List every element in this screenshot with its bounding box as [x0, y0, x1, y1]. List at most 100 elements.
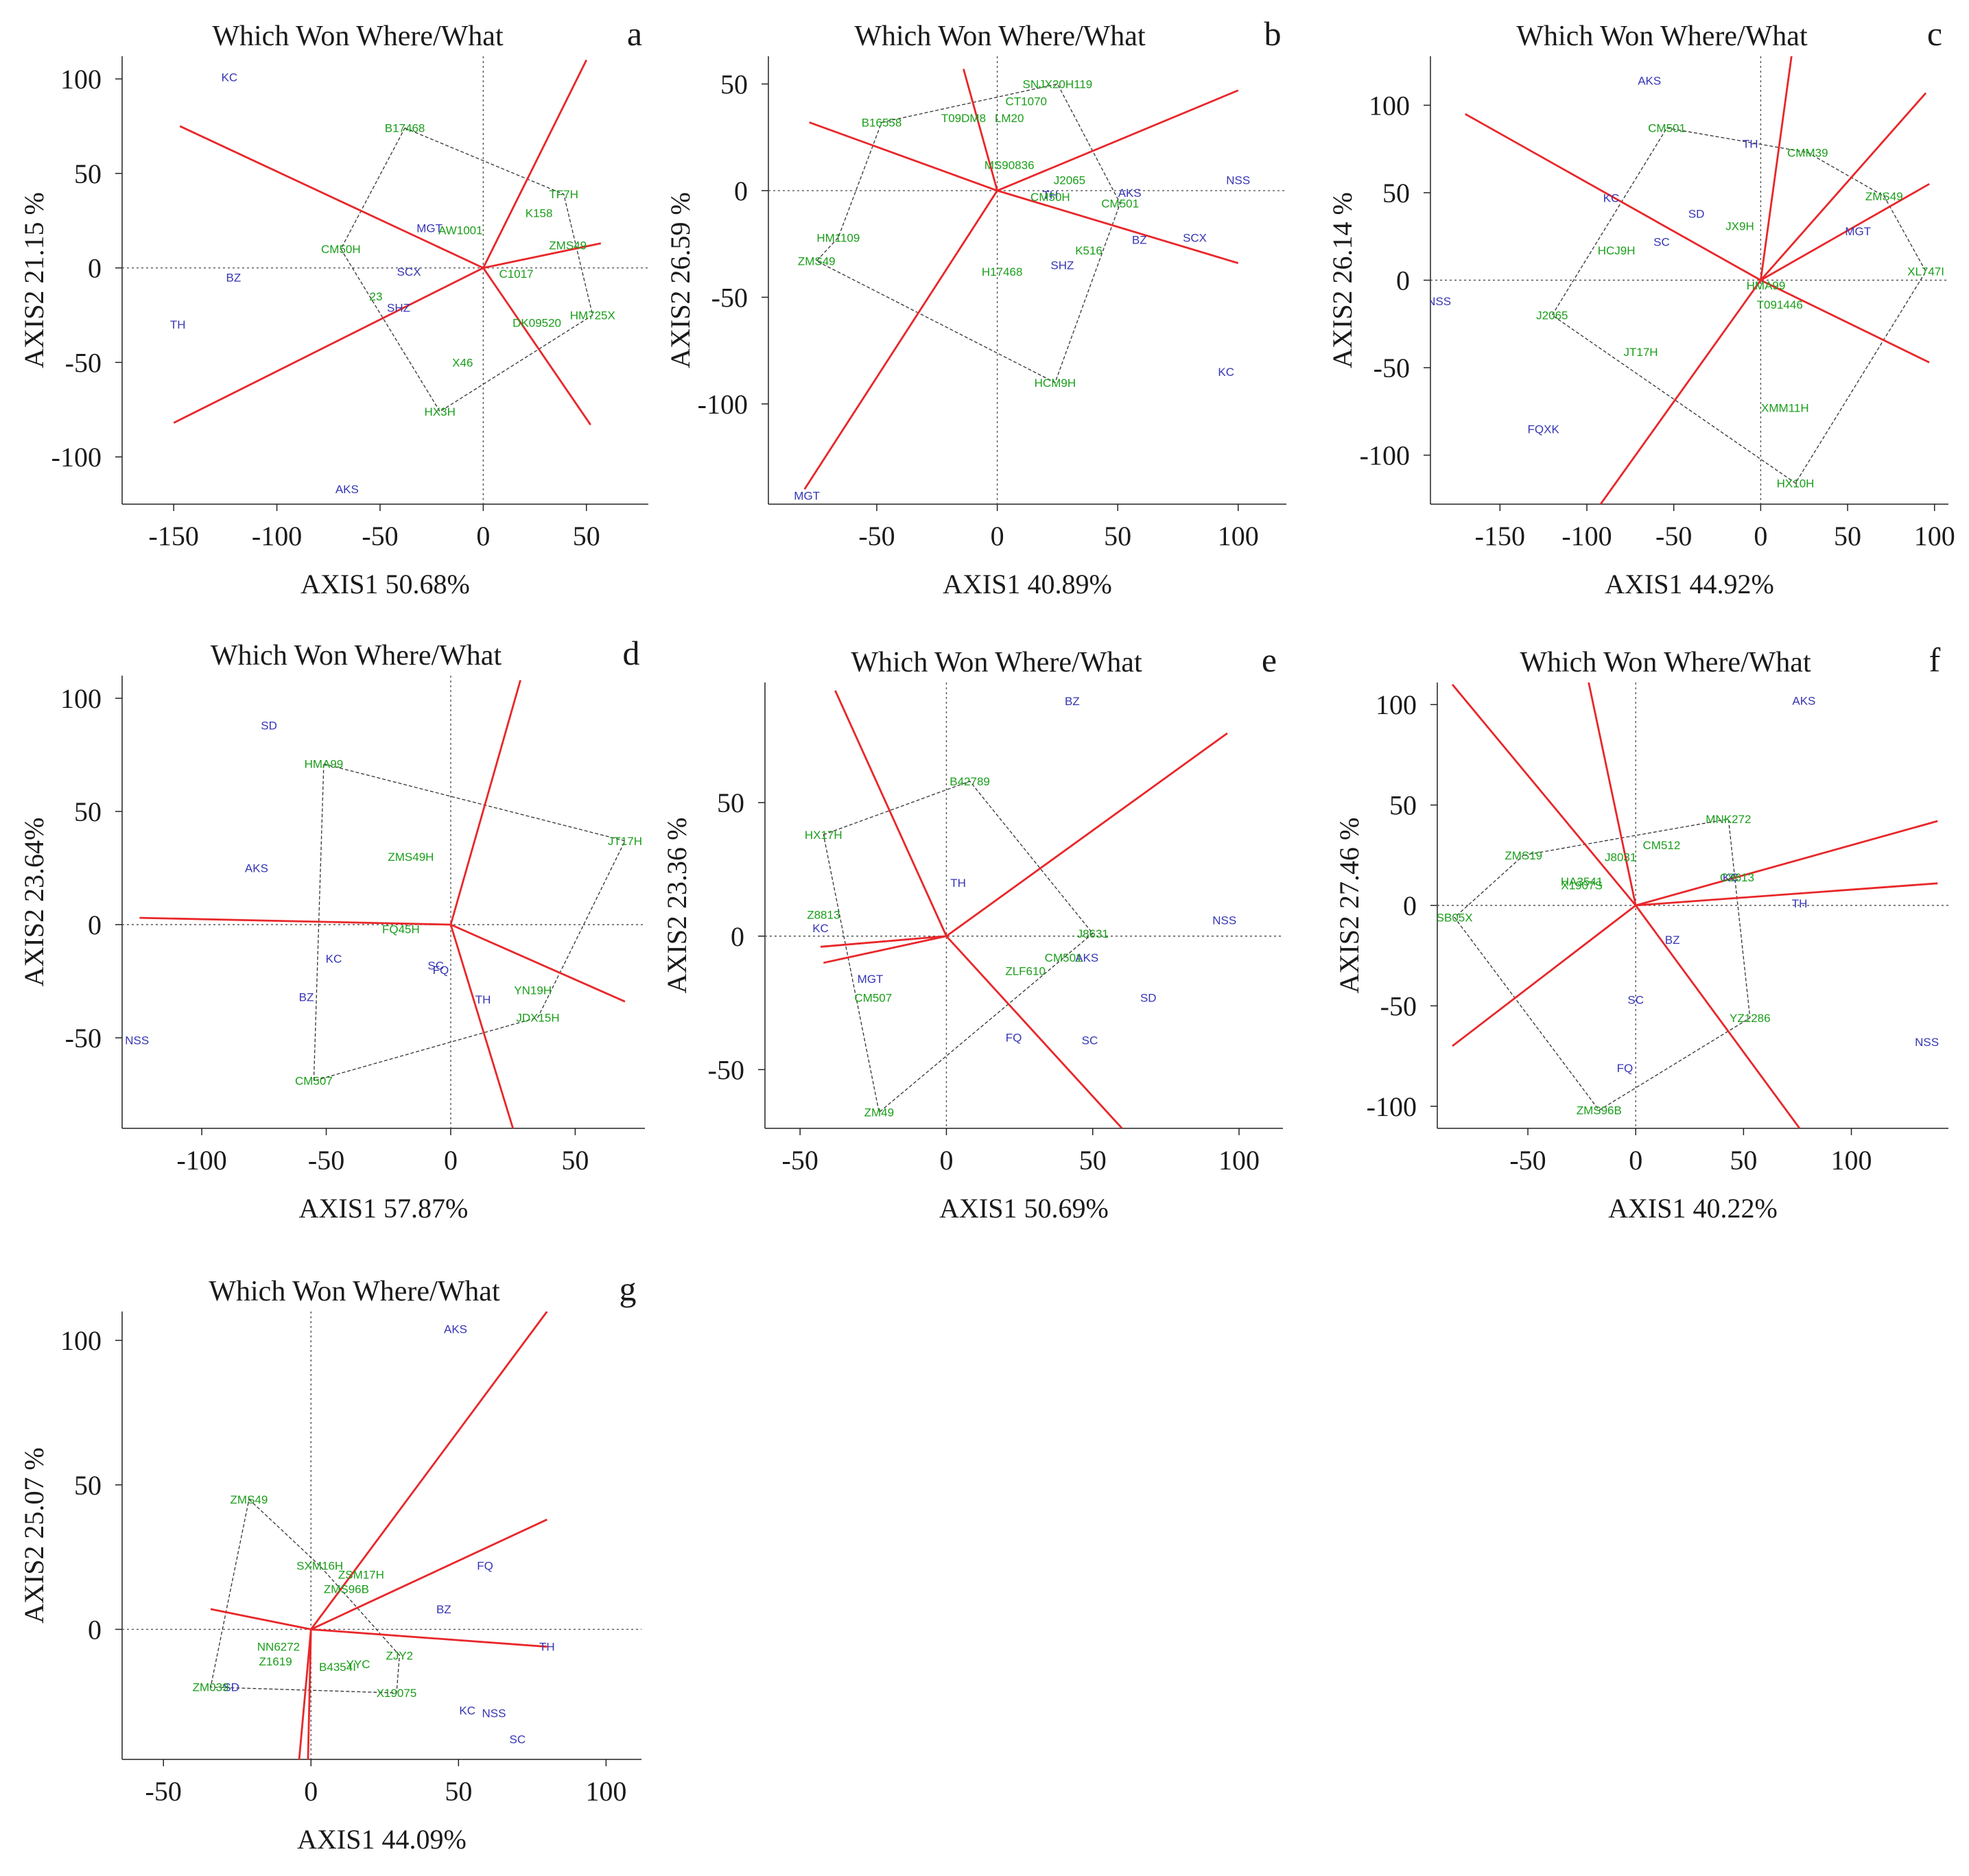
panel-letter: g: [620, 1270, 637, 1308]
genotype-label: HCJ9H: [1598, 244, 1636, 257]
environment-label: TH: [1043, 189, 1059, 202]
genotype-label: X46: [452, 356, 473, 369]
sector-ray: [1599, 279, 1762, 504]
environment-label: BZ: [299, 991, 314, 1004]
environment-label: SC: [1653, 235, 1670, 248]
environment-label: TH: [950, 877, 966, 890]
environment-label: FQ: [1006, 1032, 1022, 1045]
panel-letter: c: [1927, 14, 1942, 53]
panel-letter: d: [623, 634, 640, 672]
x-tick-label: 100: [1831, 1145, 1872, 1176]
genotype-label: ZMS49H: [388, 851, 434, 864]
genotype-label: HX17H: [805, 829, 842, 842]
genotype-label: C1017: [499, 268, 533, 281]
environment-label: TH: [1792, 897, 1808, 910]
plot-area: AKS KC TH BZ SC FQ NSS MNK272 CM512 ZMS19 J8031HA3…: [1437, 682, 1948, 1128]
y-tick-label: -50: [65, 1023, 102, 1054]
y-tick-label: 50: [1382, 178, 1410, 209]
sector-ray: [809, 121, 998, 192]
x-tick-label: -100: [1561, 521, 1612, 551]
sector-ray: [820, 935, 947, 948]
genotype-label: FQ45H: [382, 923, 420, 936]
genotype-label: ZMS96B: [324, 1582, 369, 1595]
x-tick-label: -50: [362, 521, 398, 551]
y-tick-label: 0: [88, 1614, 102, 1645]
y-tick-label: -50: [1373, 353, 1410, 383]
x-tick-label: 0: [991, 521, 1004, 551]
panel-letter: b: [1264, 14, 1282, 53]
genotype-label: YYC: [346, 1658, 370, 1671]
genotype-label: Z8813: [807, 909, 840, 922]
genotype-label: J2065: [1054, 174, 1085, 187]
genotype-label: HM1109: [816, 231, 860, 244]
y-tick-label: -50: [1380, 990, 1417, 1021]
panel-c: Which Won Where/What c -150 -100 -50 0 50 100 -1…: [1327, 14, 1955, 599]
environment-label: SD: [261, 720, 277, 733]
y-tick-label: -100: [1360, 440, 1410, 471]
genotype-label: Z1619: [259, 1655, 292, 1668]
environment-label: MGT: [794, 490, 820, 503]
environment-label: FQ: [1617, 1062, 1634, 1075]
genotype-label: 23: [370, 290, 383, 303]
y-axis-title: AXIS2 26.14 %: [1327, 192, 1358, 368]
panel-title: Which Won Where/What: [1520, 647, 1811, 678]
x-tick-label: 100: [1914, 521, 1955, 551]
genotype-label: CM501: [1101, 198, 1139, 211]
environment-label: BZ: [1665, 934, 1680, 947]
sector-ray: [945, 935, 1123, 1128]
sector-ray: [1759, 56, 1793, 281]
y-tick-label: 100: [1369, 90, 1410, 121]
genotype-label: YN19H: [514, 984, 552, 997]
genotype-label: B16558: [862, 116, 902, 129]
genotype-label: CMM39: [1787, 146, 1828, 159]
sector-ray: [1635, 820, 1938, 907]
genotype-label: ZMS96B: [1577, 1104, 1622, 1117]
y-tick-label: -50: [708, 1054, 744, 1085]
environment-label: KC: [1723, 871, 1739, 884]
genotype-label: CM507: [854, 991, 892, 1004]
sector-ray: [1760, 182, 1930, 281]
genotype-label: HMA99: [305, 758, 344, 771]
x-tick-label: 50: [1730, 1145, 1757, 1176]
x-tick-label: 100: [1218, 1145, 1260, 1176]
x-axis-title: AXIS1 44.92%: [1605, 569, 1774, 599]
x-tick-label: -50: [858, 521, 895, 551]
polygon-hull: [313, 763, 626, 1082]
environment-label: NSS: [1226, 174, 1250, 187]
y-tick-label: 50: [720, 69, 748, 99]
y-tick-label: 100: [1376, 689, 1417, 720]
genotype-label: ZMS19: [1505, 849, 1542, 862]
environment-label: SCX: [1183, 231, 1207, 244]
genotype-label: ZMS49: [231, 1493, 268, 1506]
environment-label: KC: [222, 71, 238, 84]
genotype-label: HM725X: [570, 309, 615, 322]
y-axis-title: AXIS2 23.36 %: [661, 818, 692, 994]
genotype-label: CM501: [1045, 951, 1083, 964]
environment-label: KC: [812, 922, 829, 935]
genotype-label: B4354I: [319, 1661, 356, 1674]
y-tick-label: 100: [60, 64, 102, 95]
plot-area: KC BZ TH AKS MGT SCX SHZ B17468 AW1001 CM50H TF7H K…: [122, 56, 648, 504]
genotype-label: CM512: [1643, 839, 1681, 852]
plot-area: NSS AKS TH SHZ BZ SCX KC MGT SNJX20H119 CT1070 B16…: [768, 56, 1286, 504]
environment-label: AKS: [1792, 694, 1815, 707]
y-axis-title: AXIS2 21.15 %: [19, 192, 49, 368]
y-tick-label: 0: [1403, 890, 1417, 921]
y-axis-title: AXIS2 23.64%: [19, 818, 49, 987]
polygon-hull: [1551, 127, 1926, 484]
genotype-label: ZMS49: [1865, 190, 1903, 203]
genotype-label: JX9H: [1725, 219, 1754, 233]
panel-e: Which Won Where/What e -50 0 50 100 -50 0 50 AXIS…: [661, 641, 1283, 1224]
genotype-label: XL747I: [1907, 265, 1944, 278]
genotype-label: SB05X: [1437, 912, 1473, 925]
environment-label: BZ: [436, 1603, 451, 1616]
panel-d: Which Won Where/What d -100 -50 0 50 -50 0 50 100…: [19, 634, 645, 1224]
genotype-label: CM50H: [321, 243, 361, 256]
sector-ray: [1636, 882, 1938, 907]
environment-label: FQXK: [1528, 423, 1560, 436]
environment-label: SD: [1688, 208, 1705, 221]
environment-label: AKS: [444, 1322, 467, 1335]
environment-label: FQ: [477, 1560, 493, 1573]
genotype-label: B17468: [385, 122, 425, 135]
